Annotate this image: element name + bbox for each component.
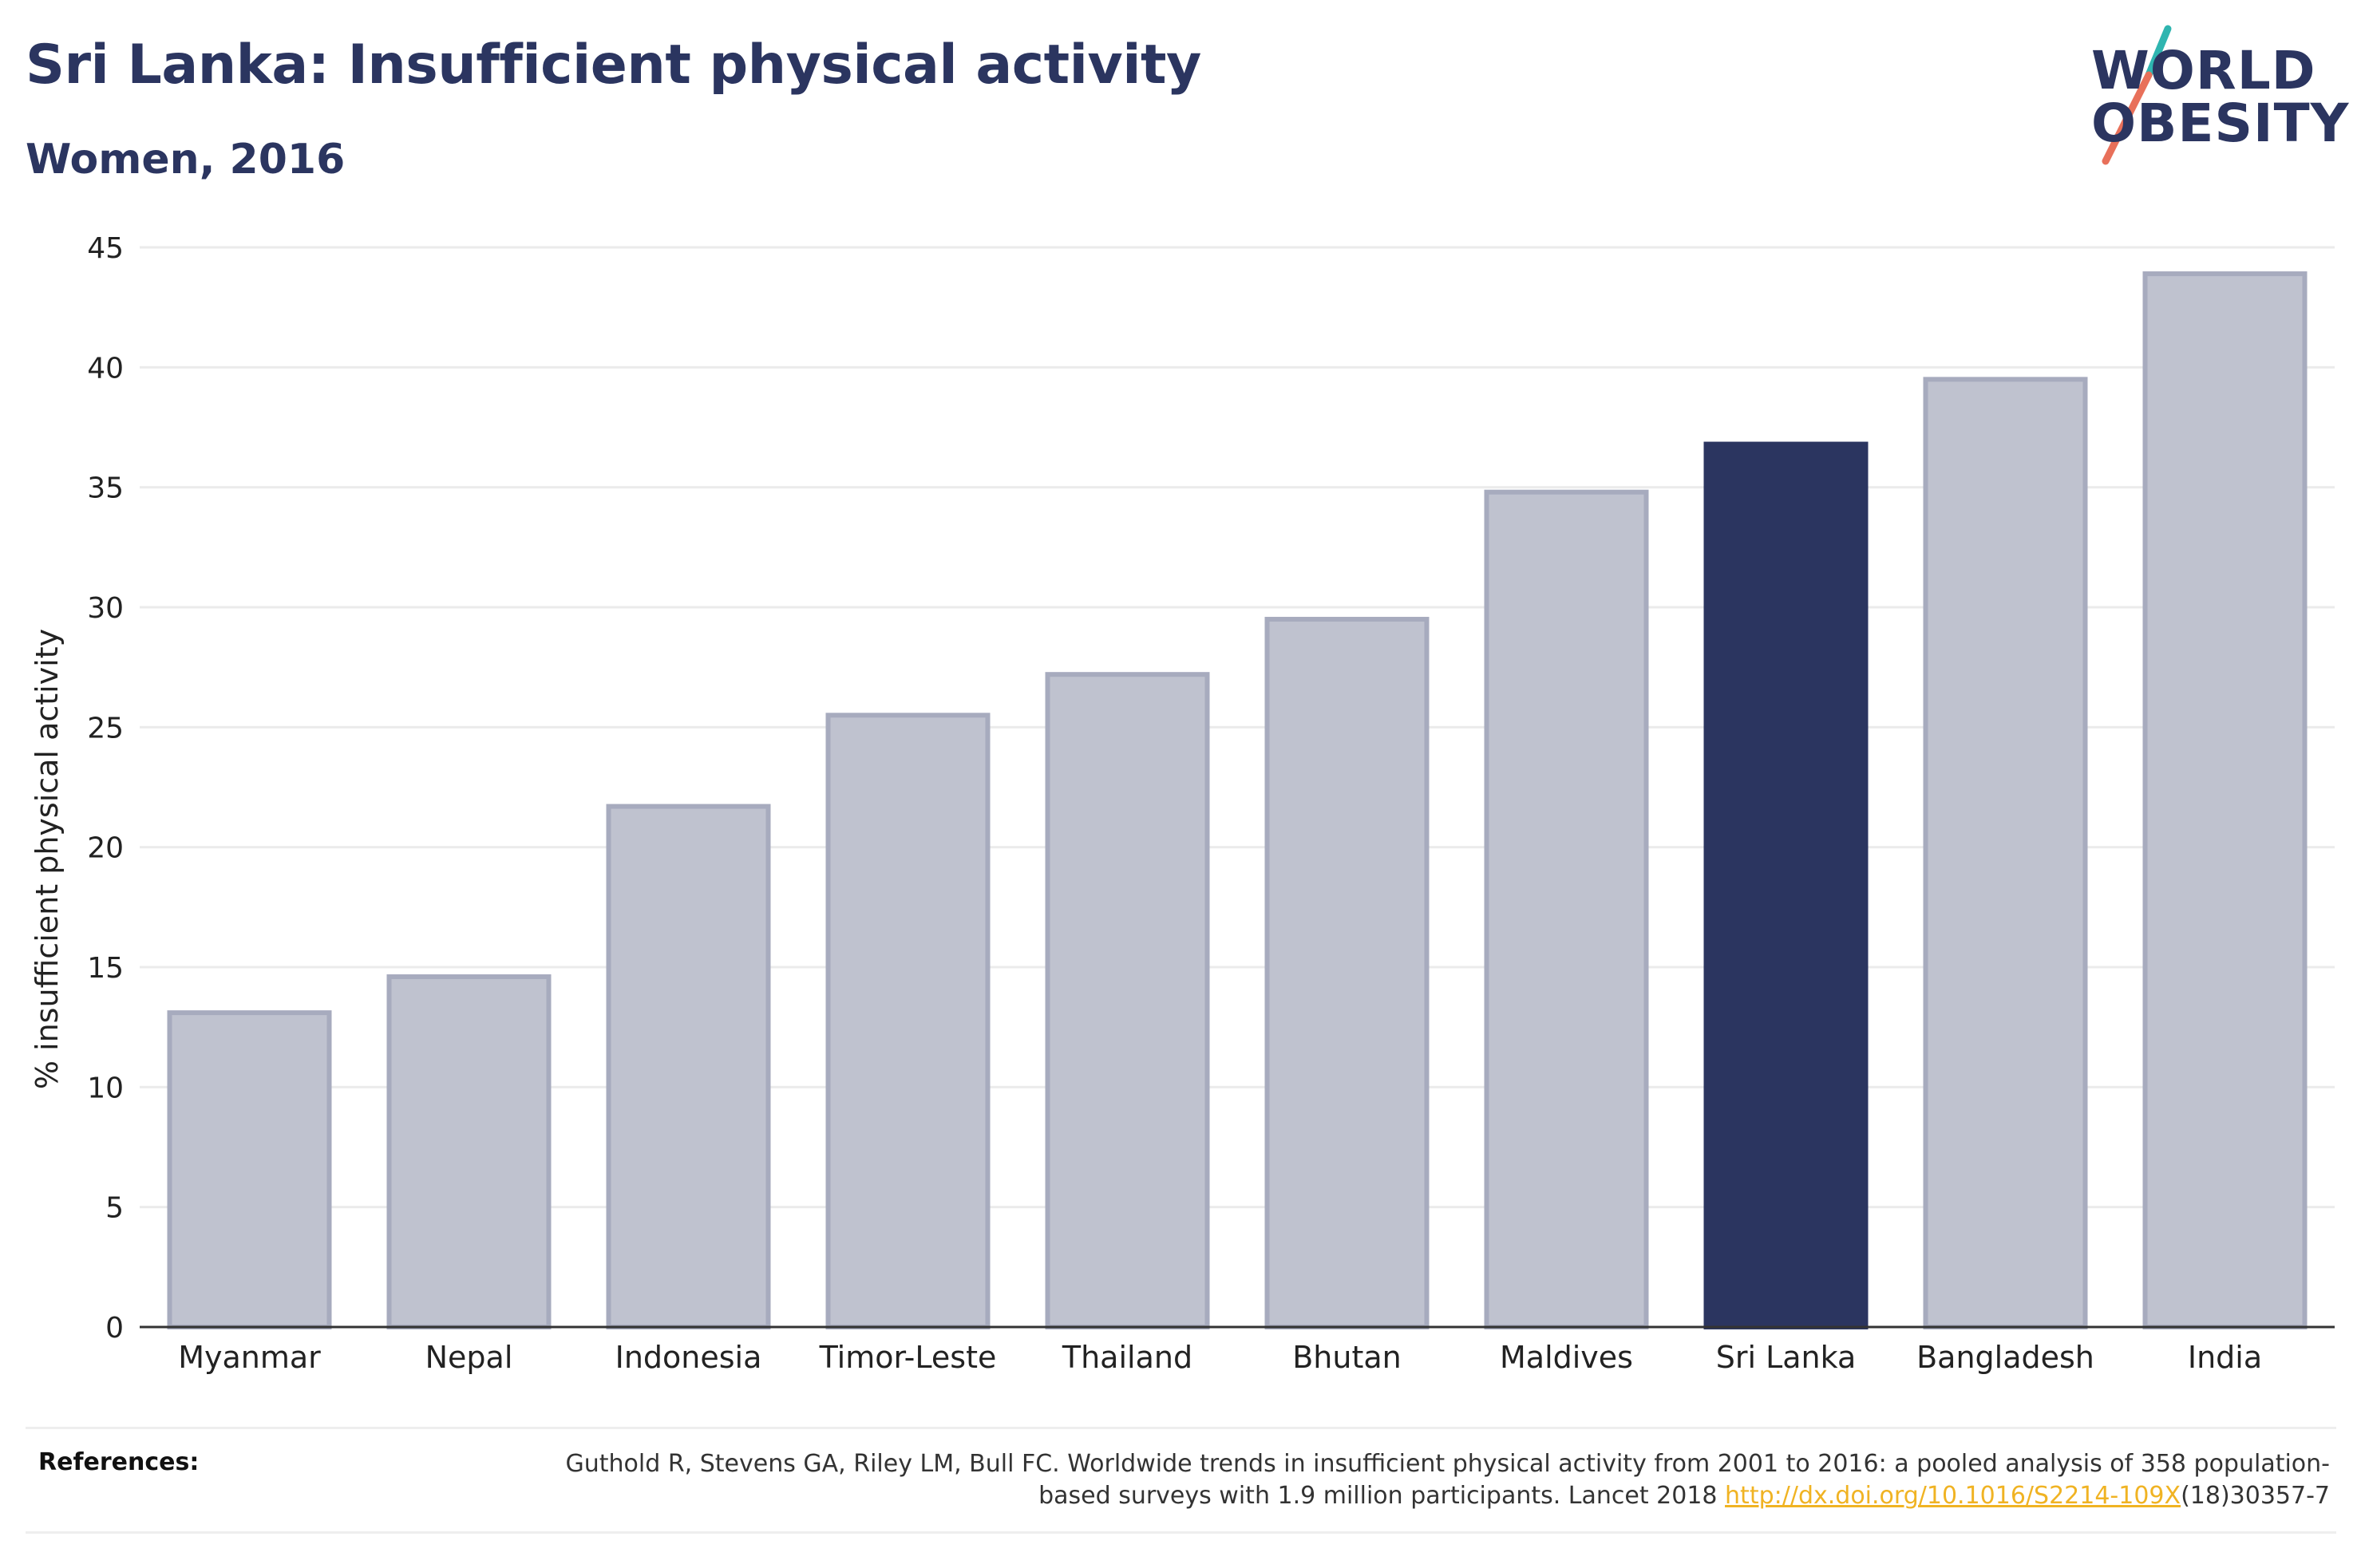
references-text: Guthold R, Stevens GA, Riley LM, Bull FC… bbox=[494, 1448, 2330, 1512]
logo-slash-icon bbox=[2102, 25, 2172, 165]
x-category-label: Bangladesh bbox=[1916, 1340, 2094, 1375]
y-tick-label: 30 bbox=[87, 592, 124, 625]
bar-nepal bbox=[386, 974, 552, 1329]
bar-myanmar bbox=[167, 1010, 332, 1329]
y-tick-label: 10 bbox=[87, 1072, 124, 1104]
y-tick-label: 0 bbox=[105, 1312, 124, 1345]
y-tick-label: 45 bbox=[87, 232, 124, 265]
chart-title: Sri Lanka: Insufficient physical activit… bbox=[26, 34, 1201, 97]
bar-thailand bbox=[1045, 672, 1210, 1329]
bars bbox=[167, 271, 2308, 1330]
reference-citation-suffix: (18)30357-7 bbox=[2181, 1482, 2330, 1510]
x-category-label: Sri Lanka bbox=[1716, 1340, 1857, 1375]
x-axis-categories: Myanmar Nepal Indonesia Timor-Leste Thailand… bbox=[178, 1340, 2262, 1375]
x-category-label: Bhutan bbox=[1292, 1340, 1402, 1375]
bar-indonesia bbox=[606, 804, 771, 1329]
x-category-label: Indonesia bbox=[615, 1340, 762, 1375]
bar-maldives bbox=[1484, 489, 1649, 1329]
logo-line-1: WORLD bbox=[2091, 40, 2316, 101]
y-tick-label: 5 bbox=[105, 1192, 124, 1225]
bar-chart: 0 5 10 15 20 25 30 35 40 45 Myanmar Nepal Indonesia… bbox=[30, 232, 2335, 1375]
bar-bangladesh bbox=[1923, 377, 2088, 1329]
world-obesity-logo: WORLD OBESITY bbox=[2075, 24, 2350, 168]
x-category-label: Timor-Leste bbox=[819, 1340, 997, 1375]
logo-line-2: OBESITY bbox=[2091, 93, 2350, 154]
reference-doi-link[interactable]: http://dx.doi.org/10.1016/S2214-109X bbox=[1725, 1482, 2181, 1510]
y-axis-title: % insufficient physical activity bbox=[30, 629, 65, 1089]
bar-india bbox=[2142, 271, 2308, 1329]
y-tick-label: 40 bbox=[87, 352, 124, 385]
y-tick-label: 20 bbox=[87, 832, 124, 865]
x-category-label: India bbox=[2188, 1340, 2262, 1375]
x-category-label: Myanmar bbox=[178, 1340, 321, 1375]
bar-bhutan bbox=[1264, 617, 1430, 1329]
y-tick-label: 15 bbox=[87, 952, 124, 985]
x-category-label: Nepal bbox=[425, 1340, 513, 1375]
chart-subtitle: Women, 2016 bbox=[26, 136, 346, 184]
reference-citation: Guthold R, Stevens GA, Riley LM, Bull FC… bbox=[565, 1450, 2330, 1510]
x-category-label: Thailand bbox=[1062, 1340, 1192, 1375]
bar-timor-leste bbox=[825, 713, 991, 1329]
references-label: References: bbox=[38, 1448, 200, 1476]
y-tick-label: 35 bbox=[87, 472, 124, 505]
y-tick-label: 25 bbox=[87, 712, 124, 745]
bar-sri-lanka bbox=[1703, 441, 1869, 1330]
y-axis-ticks: 0 5 10 15 20 25 30 35 40 45 bbox=[87, 232, 124, 1345]
references-block: References: Guthold R, Stevens GA, Riley… bbox=[26, 1427, 2336, 1534]
x-category-label: Maldives bbox=[1500, 1340, 1633, 1375]
